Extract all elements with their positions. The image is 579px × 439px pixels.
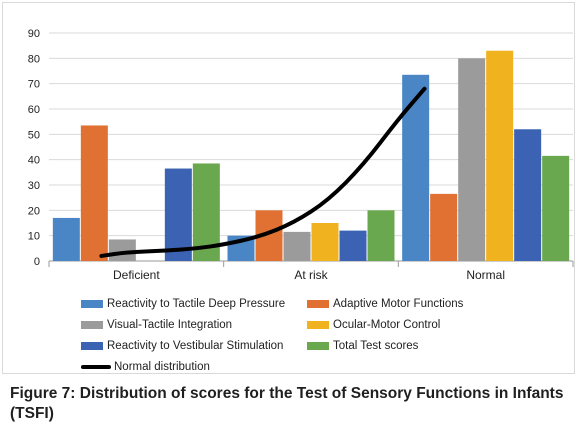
legend-swatch [307, 341, 329, 350]
y-tick-label: 10 [28, 231, 40, 243]
figure-caption: Figure 7: Distribution of scores for the… [10, 385, 564, 422]
y-tick-label: 50 [28, 129, 40, 141]
bar [164, 168, 192, 261]
legend-swatch [81, 299, 103, 308]
y-tick-label: 20 [28, 205, 40, 217]
bar [311, 223, 339, 261]
y-tick-label: 40 [28, 155, 40, 167]
legend-row: Reactivity to Tactile Deep Pressure Adapt… [81, 293, 561, 314]
legend-swatch [81, 320, 103, 329]
bar [339, 230, 367, 261]
legend-item: Adaptive Motor Functions [307, 298, 463, 310]
x-category-label: At risk [294, 268, 328, 282]
legend-row: Reactivity to Vestibular Stimulation Tota… [81, 335, 561, 356]
legend-swatch [307, 320, 329, 329]
y-tick-label: 80 [28, 53, 40, 65]
bar-chart: 0 10 20 30 40 50 60 70 80 90 Deficient At risk Norma… [28, 28, 574, 282]
legend-row: Visual-Tactile Integration Ocular-Motor C… [81, 314, 561, 335]
legend-line-marker [81, 364, 111, 369]
legend-label: Visual-Tactile Integration [107, 318, 233, 331]
x-category-label: Normal [466, 268, 505, 282]
bar [486, 50, 514, 261]
bar [430, 193, 458, 261]
y-tick-label: 90 [28, 28, 40, 40]
legend-swatch [81, 341, 103, 350]
legend-item: Normal distribution [81, 361, 307, 373]
legend-label: Reactivity to Vestibular Stimulation [107, 339, 284, 352]
legend: Reactivity to Tactile Deep Pressure Adapt… [81, 293, 561, 377]
y-tick-label: 30 [28, 180, 40, 192]
bar [402, 74, 430, 261]
bar [514, 129, 542, 261]
x-category-label: Deficient [113, 268, 160, 282]
bar [52, 217, 80, 261]
normal-distribution-line [99, 86, 427, 258]
bar [283, 231, 311, 261]
chart-frame: 0 10 20 30 40 50 60 70 80 90 Deficient At risk Norma… [2, 2, 575, 374]
legend-label: Ocular-Motor Control [333, 318, 441, 331]
legend-item: Reactivity to Tactile Deep Pressure [81, 298, 307, 310]
legend-label: Adaptive Motor Functions [333, 297, 464, 310]
legend-swatch [307, 299, 329, 308]
bar [80, 125, 108, 261]
legend-label: Normal distribution [114, 360, 210, 373]
y-tick-label: 60 [28, 104, 40, 116]
legend-row: Normal distribution [81, 356, 561, 377]
legend-label: Reactivity to Tactile Deep Pressure [107, 297, 286, 310]
legend-item: Visual-Tactile Integration [81, 319, 307, 331]
y-tick-label: 0 [34, 256, 40, 268]
legend-item: Reactivity to Vestibular Stimulation [81, 340, 307, 352]
bar [542, 155, 570, 261]
legend-item: Ocular-Motor Control [307, 319, 440, 331]
bar [458, 58, 486, 262]
legend-label: Total Test scores [333, 339, 419, 352]
bar [367, 210, 395, 261]
legend-item: Total Test scores [307, 340, 418, 352]
y-tick-label: 70 [28, 79, 40, 91]
